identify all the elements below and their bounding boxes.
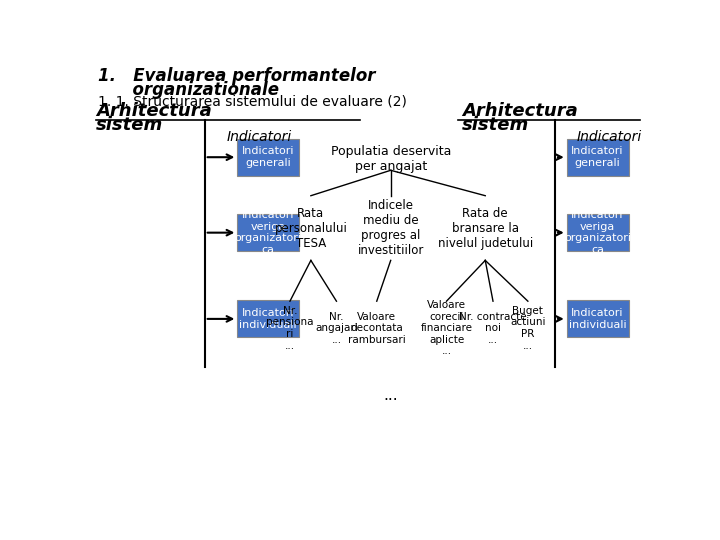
FancyBboxPatch shape: [567, 214, 629, 251]
Text: Indicatori
generali: Indicatori generali: [572, 146, 624, 168]
Text: ...: ...: [383, 388, 398, 403]
FancyBboxPatch shape: [567, 300, 629, 338]
Text: Indicele
mediu de
progres al
investitiilor: Indicele mediu de progres al investitiil…: [358, 199, 424, 257]
Text: Indicatori: Indicatori: [226, 130, 292, 144]
Text: 1.   Evaluarea performantelor: 1. Evaluarea performantelor: [98, 67, 375, 85]
Text: Nr.
angajari
...: Nr. angajari ...: [315, 312, 358, 345]
Text: sistem: sistem: [462, 116, 529, 133]
FancyBboxPatch shape: [567, 139, 629, 176]
Text: Indicatori
individuali: Indicatori individuali: [240, 308, 297, 330]
Text: Arhitectura: Arhitectura: [96, 102, 212, 120]
Text: organizationale: organizationale: [98, 81, 279, 99]
Text: Rata de
bransare la
nivelul judetului: Rata de bransare la nivelul judetului: [438, 206, 533, 249]
Text: Valoare
decontata
rambursari: Valoare decontata rambursari: [348, 312, 405, 345]
Text: Indicatori
individuali: Indicatori individuali: [569, 308, 626, 330]
FancyBboxPatch shape: [238, 139, 300, 176]
Text: Valoare
corecii
financiare
aplicte
...: Valoare corecii financiare aplicte ...: [420, 300, 472, 356]
Text: sistem: sistem: [96, 116, 163, 133]
Text: 1. 1. Structurarea sistemului de evaluare (2): 1. 1. Structurarea sistemului de evaluar…: [98, 95, 407, 109]
FancyBboxPatch shape: [238, 214, 300, 251]
FancyBboxPatch shape: [238, 300, 300, 338]
Text: Nr.
pensiona
ri
...: Nr. pensiona ri ...: [266, 306, 314, 350]
Text: Populatia deservita
per angajat: Populatia deservita per angajat: [330, 145, 451, 173]
Text: Indicatori: Indicatori: [577, 130, 642, 144]
Text: Buget
actiuni
PR
...: Buget actiuni PR ...: [510, 306, 546, 350]
Text: Arhitectura: Arhitectura: [462, 102, 577, 120]
Text: Indicatori
generali: Indicatori generali: [242, 146, 294, 168]
Text: Indicatori
veriga
organizatori
ca: Indicatori veriga organizatori ca: [564, 210, 631, 255]
Text: Indicatori
veriga
organizatori
ca: Indicatori veriga organizatori ca: [235, 210, 302, 255]
Text: Nr. contracte
noi
...: Nr. contracte noi ...: [459, 312, 527, 345]
Text: Rata
personalului
TESA: Rata personalului TESA: [274, 206, 347, 249]
